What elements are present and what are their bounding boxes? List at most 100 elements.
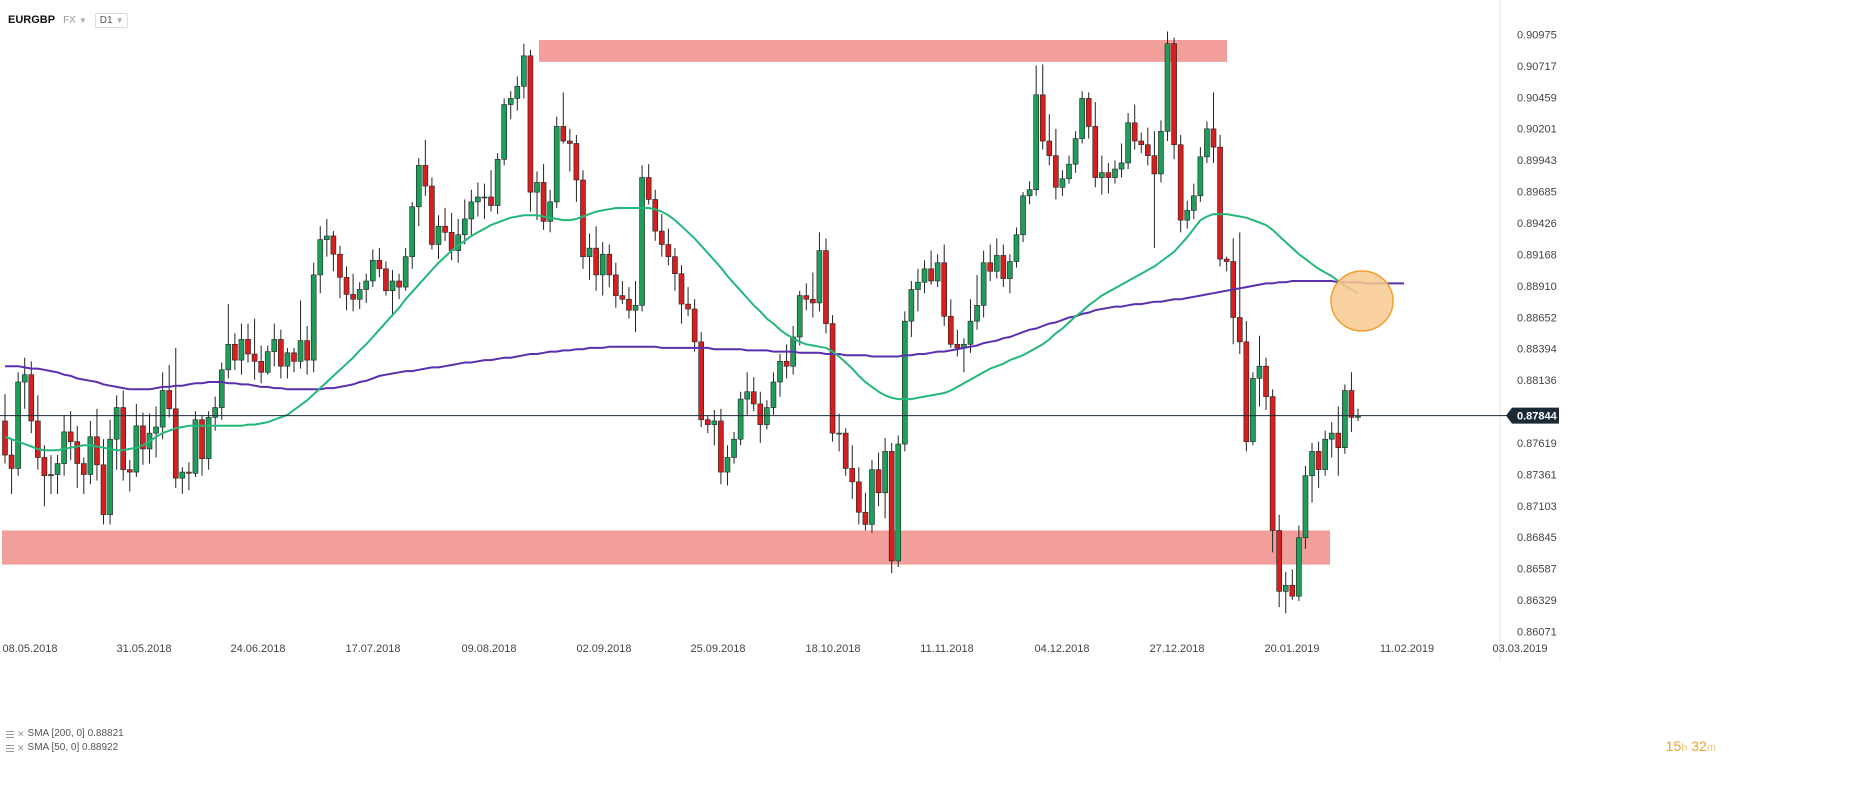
candle-bearish[interactable] [665, 244, 672, 257]
candle-bearish[interactable] [1151, 155, 1158, 175]
candle-bearish[interactable] [691, 308, 698, 343]
candle-bullish[interactable] [159, 390, 166, 428]
market-selector[interactable]: FX ▼ [63, 15, 87, 26]
candle-bullish[interactable] [284, 352, 291, 367]
candle-bullish[interactable] [1197, 156, 1204, 197]
candle-bullish[interactable] [547, 201, 553, 222]
candle-bullish[interactable] [934, 262, 941, 282]
candle-bullish[interactable] [389, 280, 396, 292]
candle-bearish[interactable] [245, 339, 251, 355]
candle-bearish[interactable] [580, 179, 586, 257]
candle-bearish[interactable] [783, 361, 790, 367]
candle-bullish[interactable] [1164, 43, 1171, 132]
candle-bullish[interactable] [1309, 451, 1315, 477]
candle-bullish[interactable] [475, 196, 481, 203]
candle-bullish[interactable] [1342, 390, 1348, 449]
candle-bullish[interactable] [324, 235, 330, 240]
candle-bearish[interactable] [1335, 432, 1342, 449]
candle-bullish[interactable] [534, 182, 540, 193]
candle-bearish[interactable] [41, 457, 48, 477]
candle-bearish[interactable] [1348, 390, 1355, 418]
candle-bearish[interactable] [593, 247, 599, 276]
candle-bullish[interactable] [836, 432, 842, 435]
candle-bearish[interactable] [448, 232, 455, 251]
candle-bullish[interactable] [1328, 432, 1335, 440]
candle-bullish[interactable] [1302, 475, 1309, 539]
candle-bullish[interactable] [1059, 178, 1066, 188]
candle-bullish[interactable] [882, 451, 888, 494]
candle-bullish[interactable] [1033, 94, 1039, 191]
candle-bearish[interactable] [67, 431, 74, 442]
candle-bullish[interactable] [639, 177, 645, 306]
candle-bullish[interactable] [1072, 138, 1079, 165]
candle-bearish[interactable] [849, 468, 856, 483]
candle-bearish[interactable] [8, 454, 15, 469]
legend-item-sma200[interactable]: ✕ SMA [200, 0] 0.88821 [6, 727, 124, 741]
candle-bullish[interactable] [409, 206, 416, 257]
settings-icon[interactable] [6, 744, 14, 752]
candle-bearish[interactable] [842, 432, 849, 469]
candle-bearish[interactable] [1289, 584, 1296, 597]
candle-bullish[interactable] [297, 340, 304, 362]
candle-bearish[interactable] [232, 343, 238, 361]
candle-bearish[interactable] [120, 407, 127, 470]
candle-bullish[interactable] [895, 443, 902, 562]
candle-bullish[interactable] [915, 281, 921, 290]
candle-bearish[interactable] [606, 253, 613, 276]
candle-bullish[interactable] [1282, 584, 1289, 592]
candle-bullish[interactable] [205, 417, 212, 459]
candle-bearish[interactable] [422, 165, 429, 187]
candle-bullish[interactable] [1184, 210, 1191, 221]
candle-bullish[interactable] [921, 268, 928, 283]
candle-bearish[interactable] [28, 374, 35, 422]
candle-bearish[interactable] [172, 408, 179, 479]
candle-bullish[interactable] [238, 339, 245, 361]
candle-bearish[interactable] [718, 420, 724, 473]
candle-bearish[interactable] [35, 420, 41, 458]
candle-bullish[interactable] [967, 320, 974, 345]
candle-bearish[interactable] [527, 55, 534, 193]
candle-bullish[interactable] [54, 463, 61, 475]
candle-bearish[interactable] [1046, 140, 1053, 156]
candle-bullish[interactable] [507, 98, 514, 105]
candle-bullish[interactable] [1066, 163, 1072, 180]
candle-bullish[interactable] [1007, 261, 1013, 279]
candle-bullish[interactable] [632, 305, 639, 311]
candle-bullish[interactable] [107, 438, 113, 515]
candle-bearish[interactable] [862, 511, 869, 525]
candle-bearish[interactable] [186, 471, 192, 474]
candle-bearish[interactable] [698, 341, 705, 421]
candle-bullish[interactable] [356, 289, 363, 300]
candle-bearish[interactable] [166, 390, 172, 410]
candle-bearish[interactable] [888, 451, 895, 562]
candle-bullish[interactable] [113, 407, 120, 440]
candle-bearish[interactable] [1039, 94, 1046, 142]
candle-bearish[interactable] [74, 441, 81, 464]
candle-bearish[interactable] [278, 339, 284, 367]
close-icon[interactable]: ✕ [17, 743, 25, 753]
candle-bearish[interactable] [875, 469, 882, 494]
candle-bullish[interactable] [737, 398, 744, 440]
candle-bullish[interactable] [212, 407, 218, 418]
candle-bearish[interactable] [291, 352, 297, 362]
candle-bearish[interactable] [1105, 172, 1112, 178]
candle-bearish[interactable] [1236, 317, 1243, 343]
candle-bearish[interactable] [678, 273, 685, 305]
candle-bullish[interactable] [153, 426, 159, 434]
candle-bullish[interactable] [902, 320, 908, 445]
candle-bullish[interactable] [21, 374, 28, 383]
candle-bullish[interactable] [744, 391, 750, 400]
candle-bullish[interactable] [481, 196, 488, 199]
candle-bearish[interactable] [658, 230, 665, 245]
candle-bullish[interactable] [461, 218, 468, 236]
candle-bullish[interactable] [1296, 537, 1302, 597]
candle-bullish[interactable] [980, 262, 987, 306]
candle-bullish[interactable] [1125, 122, 1131, 164]
candle-bearish[interactable] [343, 277, 350, 295]
candle-bearish[interactable] [1171, 43, 1177, 145]
close-icon[interactable]: ✕ [17, 729, 25, 739]
candle-bullish[interactable] [586, 247, 593, 257]
candle-bearish[interactable] [856, 481, 862, 513]
candle-bearish[interactable] [1243, 341, 1250, 442]
